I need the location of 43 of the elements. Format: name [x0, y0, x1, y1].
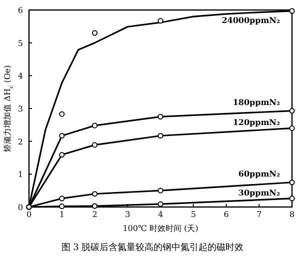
point	[59, 196, 65, 202]
point	[92, 122, 98, 128]
point	[289, 125, 295, 131]
point	[158, 188, 164, 194]
point	[289, 8, 295, 14]
point	[289, 196, 295, 202]
x-tick-label: 0	[26, 210, 32, 219]
y-tick-label: 0	[18, 203, 23, 212]
series-label: 120ppmN₂	[232, 117, 280, 128]
y-tick-label: 4	[18, 72, 23, 81]
x-tick-label: 6	[224, 210, 229, 219]
point	[59, 152, 65, 158]
x-tick-label: 5	[190, 210, 196, 219]
x-tick-label: 1	[59, 210, 64, 219]
series-label: 180ppmN₂	[232, 96, 280, 107]
point	[158, 201, 164, 207]
series-label: 24000ppmN₂	[222, 14, 280, 25]
point	[59, 204, 65, 210]
y-tick-label: 3	[18, 104, 23, 114]
point	[92, 203, 98, 209]
point	[92, 191, 98, 197]
point	[59, 111, 65, 117]
point	[158, 114, 164, 120]
point	[92, 30, 98, 36]
point	[59, 132, 65, 139]
y-tick-label: 5	[18, 38, 23, 48]
point	[289, 180, 295, 186]
y-tick-label: 1	[18, 170, 23, 180]
x-axis-title: 100℃ 时效时间 (天)	[122, 224, 198, 233]
point	[158, 132, 164, 139]
x-tick-label: 4	[158, 210, 164, 219]
x-tick-label: 2	[92, 210, 98, 219]
series-label: 60ppmN₂	[238, 168, 280, 178]
x-tick-label: 7	[256, 210, 262, 219]
y-tick-label: 2	[18, 137, 23, 146]
x-tick-label: 3	[125, 210, 130, 219]
y-tick-label: 6	[18, 6, 23, 15]
point	[92, 142, 98, 148]
point	[289, 108, 295, 114]
text: 图 3 脱碳后含氮量较高的钢中氮引起的磁时效	[61, 242, 244, 253]
point	[158, 18, 164, 24]
x-tick-label: 8	[289, 210, 295, 219]
series-label: 30ppmN₂	[238, 187, 280, 198]
